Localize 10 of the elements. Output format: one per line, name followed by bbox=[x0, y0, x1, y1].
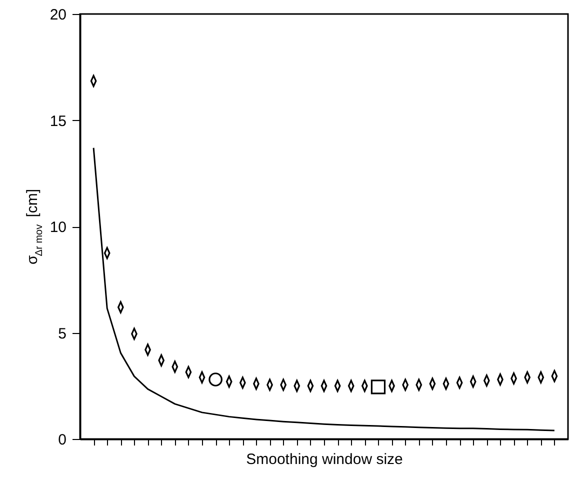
y-tick-label: 10 bbox=[50, 219, 66, 236]
point bbox=[370, 380, 386, 394]
y-tick-label: 5 bbox=[58, 325, 66, 342]
y-tick-label: 15 bbox=[50, 112, 66, 130]
y-tick-label: 20 bbox=[50, 6, 66, 24]
y-tick-label: 0 bbox=[58, 432, 66, 448]
line-series bbox=[92, 147, 556, 432]
x-axis-title: Smoothing window size bbox=[246, 451, 403, 468]
point bbox=[208, 372, 222, 386]
y-axis-title: σΔr mov [cm] bbox=[24, 188, 45, 264]
